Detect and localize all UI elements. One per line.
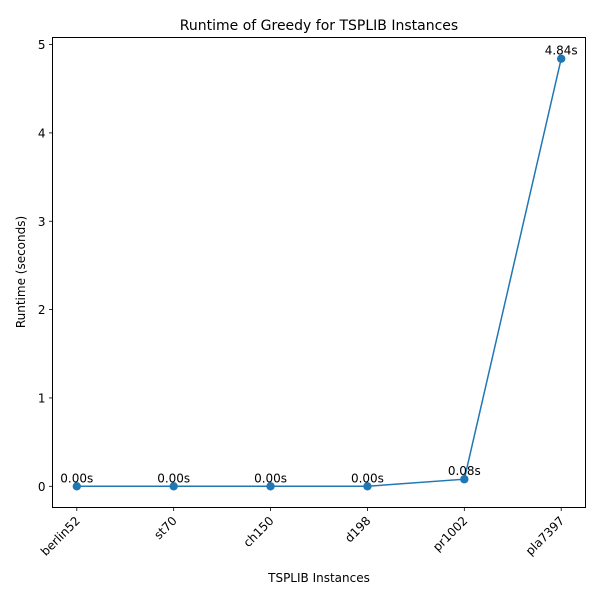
data-point (266, 482, 275, 491)
y-tick-label: 5 (38, 38, 46, 52)
x-axis-label: TSPLIB Instances (267, 571, 370, 585)
data-label: 0.00s (351, 471, 384, 485)
plot-frame (52, 37, 586, 508)
data-label: 0.00s (60, 471, 93, 485)
y-tick-label: 3 (38, 215, 46, 229)
y-axis-label: Runtime (seconds) (14, 216, 28, 328)
data-label: 0.00s (157, 471, 190, 485)
y-tick-label: 1 (38, 391, 46, 405)
data-label: 0.00s (254, 471, 287, 485)
y-tick-label: 0 (38, 480, 46, 494)
data-point (72, 482, 82, 491)
y-tick-label: 4 (38, 126, 46, 140)
x-tick-label: st70 (151, 514, 179, 542)
x-tick-label: berlin52 (38, 514, 83, 559)
y-tick-label: 2 (38, 303, 46, 317)
series-line (76, 58, 562, 488)
x-tick-label: pla7397 (523, 514, 567, 558)
x-tick-label: pr1002 (430, 514, 470, 554)
data-point (363, 482, 372, 491)
data-point (557, 54, 566, 63)
series-markers (72, 54, 566, 491)
x-tick-label: ch150 (241, 514, 277, 550)
data-label: 0.08s (448, 464, 481, 478)
x-tick-label: d198 (342, 514, 373, 545)
data-point (169, 482, 178, 491)
data-point (460, 475, 469, 484)
y-axis: 0 1 2 3 4 5 (38, 38, 53, 494)
data-label: 4.84s (545, 44, 578, 58)
data-labels: 0.00s 0.00s 0.00s 0.00s 0.08s 4.84s (60, 44, 577, 486)
chart-title: Runtime of Greedy for TSPLIB Instances (180, 18, 458, 34)
x-axis: berlin52 st70 ch150 d198 pr1002 pla7397 (38, 507, 567, 559)
